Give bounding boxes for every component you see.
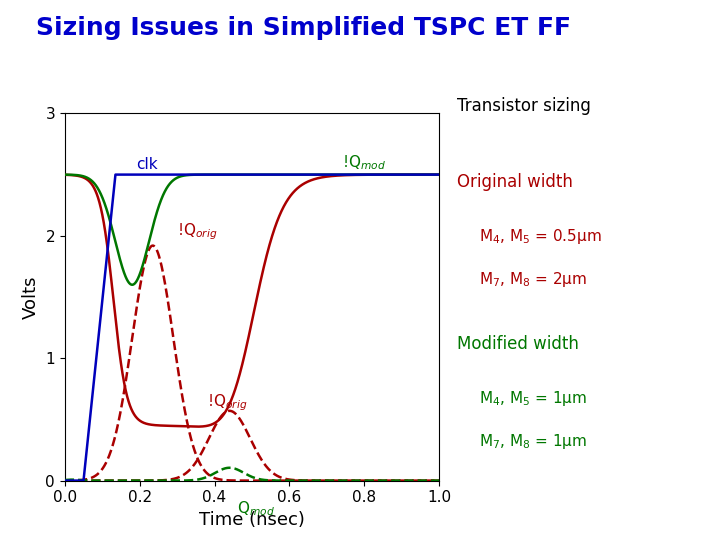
Text: Sizing Issues in Simplified TSPC ET FF: Sizing Issues in Simplified TSPC ET FF — [36, 16, 571, 40]
Text: clk: clk — [136, 157, 158, 172]
X-axis label: Time (nsec): Time (nsec) — [199, 511, 305, 529]
Text: Q$_{mod}$: Q$_{mod}$ — [237, 499, 275, 518]
Y-axis label: Volts: Volts — [22, 275, 40, 319]
Text: !Q$_{orig}$: !Q$_{orig}$ — [207, 393, 248, 413]
Text: Modified width: Modified width — [457, 335, 579, 353]
Text: M$_7$, M$_8$ = 1μm: M$_7$, M$_8$ = 1μm — [479, 432, 587, 451]
Text: Transistor sizing: Transistor sizing — [457, 97, 591, 115]
Text: M$_4$, M$_5$ = 1μm: M$_4$, M$_5$ = 1μm — [479, 389, 587, 408]
Text: !Q$_{mod}$: !Q$_{mod}$ — [342, 153, 386, 172]
Text: Original width: Original width — [457, 173, 573, 191]
Text: !Q$_{orig}$: !Q$_{orig}$ — [177, 221, 217, 242]
Text: M$_7$, M$_8$ = 2μm: M$_7$, M$_8$ = 2μm — [479, 270, 587, 289]
Text: M$_4$, M$_5$ = 0.5μm: M$_4$, M$_5$ = 0.5μm — [479, 227, 602, 246]
